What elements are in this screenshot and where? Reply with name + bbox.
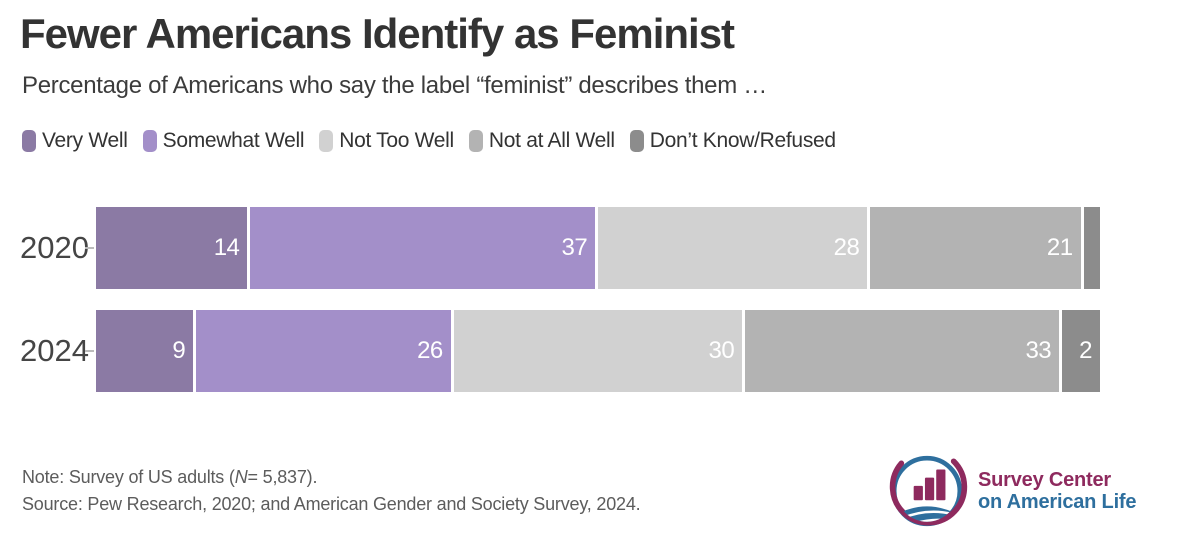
chart-subtitle: Percentage of Americans who say the labe… <box>22 72 767 99</box>
bar-segment: 14 <box>96 207 248 289</box>
bar-segment <box>1083 207 1100 289</box>
legend-swatch-icon <box>468 130 483 152</box>
survey-center-logo-icon <box>889 455 968 527</box>
legend-label: Don’t Know/Refused <box>649 129 836 152</box>
legend-label: Not Too Well <box>339 129 454 152</box>
legend-swatch-icon <box>319 130 334 152</box>
segment-value-label: 33 <box>1025 337 1052 364</box>
survey-center-logo-text: Survey Center on American Life <box>978 469 1137 513</box>
legend-swatch-icon <box>629 130 644 152</box>
stacked-bar: 14 37 28 21 <box>96 207 1100 289</box>
legend-item: Not at All Well <box>468 129 615 153</box>
logo-maroon-swoosh <box>889 458 968 526</box>
segment-value-label: 26 <box>417 337 443 364</box>
chart-legend: Very Well Somewhat Well Not Too Well Not at… <box>22 129 836 153</box>
legend-item: Very Well <box>22 129 128 153</box>
legend-swatch-icon <box>142 130 157 152</box>
segment-value-label: 37 <box>561 234 588 261</box>
segment-value-label: 28 <box>833 234 860 261</box>
logo-bar-chart-glyph <box>913 469 946 501</box>
legend-item: Somewhat Well <box>142 129 305 153</box>
note-text: Note: Survey of US adults (N= 5,837). <box>22 467 318 487</box>
bar-segment: 28 <box>598 207 868 289</box>
bar-segment: 26 <box>196 310 451 392</box>
bar-segment: 30 <box>453 310 743 392</box>
y-axis-label: 2024 <box>20 333 89 368</box>
segment-value-label: 2 <box>1079 337 1092 364</box>
logo-line1: Survey Center <box>978 469 1112 491</box>
bar-segment: 9 <box>96 310 194 392</box>
chart-row-2024: 2024 9 26 30 33 2 <box>20 310 1100 392</box>
logo-line2: on American Life <box>978 491 1137 513</box>
y-axis-label: 2020 <box>20 230 89 265</box>
legend-item: Don’t Know/Refused <box>629 129 836 153</box>
survey-center-logo: Survey Center on American Life <box>886 450 1137 532</box>
bar-segment: 37 <box>250 207 596 289</box>
segment-value-label: 14 <box>213 234 240 261</box>
chart-footer: Note: Survey of US adults (N= 5,837). So… <box>22 464 641 518</box>
legend-label: Very Well <box>42 129 128 152</box>
segment-value-label: 30 <box>708 337 735 364</box>
stacked-bar-chart: 2020 14 37 28 21 2024 9 26 30 33 2 <box>20 207 1100 413</box>
stacked-bar: 9 26 30 33 2 <box>96 310 1100 392</box>
bar-segment: 21 <box>870 207 1081 289</box>
legend-label: Somewhat Well <box>162 129 305 152</box>
axis-tick <box>85 350 94 352</box>
legend-label: Not at All Well <box>488 129 615 152</box>
segment-value-label: 21 <box>1046 234 1073 261</box>
legend-item: Not Too Well <box>319 129 454 153</box>
page-title: Fewer Americans Identify as Feminist <box>20 10 735 57</box>
legend-swatch-icon <box>22 130 36 152</box>
axis-tick <box>85 247 94 249</box>
chart-row-2020: 2020 14 37 28 21 <box>20 207 1100 289</box>
source-text: Source: Pew Research, 2020; and American… <box>22 494 641 514</box>
bar-segment: 2 <box>1062 310 1100 392</box>
bar-segment: 33 <box>745 310 1060 392</box>
segment-value-label: 9 <box>172 337 186 364</box>
